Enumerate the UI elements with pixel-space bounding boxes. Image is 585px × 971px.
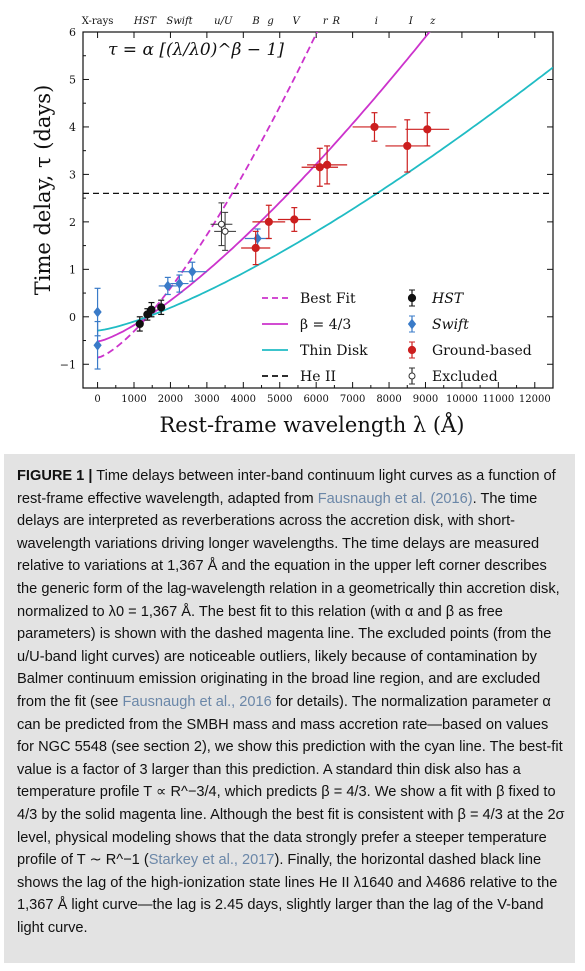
legend-item-best-fit: Best Fit <box>262 291 356 307</box>
legend-marker <box>407 318 417 330</box>
legend-label: Thin Disk <box>300 343 368 359</box>
x-tick-label: 10000 <box>446 394 478 405</box>
data-point <box>423 125 432 134</box>
legend-item-he-ii: He II <box>262 369 336 385</box>
plot-area <box>82 31 554 389</box>
legend-marker <box>407 345 417 355</box>
band-label: i <box>375 16 378 27</box>
citation-link-starkey-2017[interactable]: Starkey et al., 2017 <box>148 852 275 869</box>
caption-label: FIGURE 1 | <box>17 468 93 484</box>
legend-label: Best Fit <box>300 291 356 307</box>
x-tick-label: 1000 <box>121 394 146 405</box>
band-label: g <box>267 16 273 27</box>
x-tick-label: 2000 <box>158 394 183 405</box>
legend-label: Swift <box>432 317 469 333</box>
x-tick-label: 3000 <box>194 394 219 405</box>
data-point <box>370 122 379 132</box>
y-tick-label: −1 <box>60 358 76 371</box>
y-axis-label: Time delay, τ (days) <box>31 85 55 296</box>
x-tick-label: 12000 <box>519 394 551 405</box>
series-ground-based <box>241 112 450 266</box>
caption-text-1: Time delays between inter-band continuum… <box>17 468 556 507</box>
x-tick-label: 4000 <box>231 394 256 405</box>
band-label: X-rays <box>82 16 114 27</box>
x-axis-label: Rest-frame wavelength λ (Å) <box>160 412 465 437</box>
curve-thin-disk <box>97 66 553 332</box>
series-hst <box>135 299 166 332</box>
data-point <box>135 319 144 329</box>
x-tick-label: 6000 <box>303 394 328 405</box>
caption-text-4: ). Finally, the horizontal dashed black … <box>17 852 558 936</box>
caption-text-3: for details). The normalization paramete… <box>17 693 565 869</box>
data-point <box>163 280 172 292</box>
series-swift <box>93 228 271 370</box>
data-point <box>175 278 184 289</box>
y-tick-label: 2 <box>69 216 76 229</box>
legend-marker <box>407 293 417 303</box>
series-excluded <box>210 202 237 251</box>
legend-item-excluded: Excluded <box>408 367 498 385</box>
legend-label: Ground-based <box>432 343 532 359</box>
legend-item-ground-based: Ground-based <box>407 341 532 359</box>
legend-marker <box>408 372 416 380</box>
data-point <box>290 215 299 224</box>
y-tick-label: 0 <box>69 311 76 324</box>
citation-link-fausnaugh-2016[interactable]: Fausnaugh et al. (2016) <box>317 490 473 507</box>
citation-link-fausnaugh-2016-b[interactable]: Fausnaugh et al., 2016 <box>122 693 272 710</box>
legend-label: He II <box>300 369 336 385</box>
band-label: B <box>251 16 259 27</box>
band-label: r <box>323 16 329 27</box>
data-point <box>403 141 412 151</box>
x-tick-label: 0 <box>94 394 100 405</box>
data-point <box>264 217 273 226</box>
y-tick-label: 1 <box>69 263 76 276</box>
legend-label: β = 4/3 <box>300 317 351 333</box>
band-label: z <box>429 16 436 27</box>
equation-label: τ = α [(λ/λ0)^β − 1] <box>108 40 284 60</box>
data-point <box>251 243 260 253</box>
curve--4-3 <box>97 32 431 343</box>
data-point <box>147 305 156 314</box>
band-label: V <box>293 16 302 27</box>
x-tick-label: 8000 <box>376 394 401 405</box>
legend-label: Excluded <box>432 369 498 385</box>
legend-label: HST <box>431 291 465 307</box>
data-point <box>188 266 197 278</box>
legend-item-swift: Swift <box>407 315 469 333</box>
band-label: u/U <box>214 16 233 27</box>
chart: 0 1000 2000 3000 4000 5000 6000 7000 8000 9000 100… <box>31 16 554 437</box>
band-label: R <box>331 16 340 27</box>
y-tick-label: 3 <box>69 168 76 181</box>
data-point <box>93 339 102 351</box>
y-tick-label: 6 <box>69 26 76 39</box>
data-point <box>157 303 166 312</box>
x-tick-label: 9000 <box>413 394 438 405</box>
x-tick-label: 7000 <box>340 394 365 405</box>
x-tick-label: 11000 <box>482 394 514 405</box>
caption-text-2: . The time delays are interpreted as rev… <box>17 490 560 710</box>
data-point <box>93 306 102 318</box>
band-label: I <box>408 16 414 27</box>
band-label: Swift <box>166 16 193 27</box>
figure-caption: FIGURE 1 | Time delays between inter-ban… <box>4 454 575 963</box>
data-point <box>221 227 229 235</box>
legend-item-thin-disk: Thin Disk <box>262 343 368 359</box>
data-point <box>217 220 225 228</box>
y-tick-label: 4 <box>69 121 76 134</box>
x-tick-label: 5000 <box>267 394 292 405</box>
legend-item--4-3: β = 4/3 <box>262 317 351 333</box>
legend-item-hst: HST <box>407 289 465 307</box>
band-label: HST <box>133 16 158 27</box>
data-point <box>323 160 332 170</box>
y-tick-label: 5 <box>69 73 76 86</box>
